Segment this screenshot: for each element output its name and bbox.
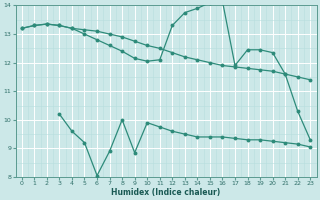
X-axis label: Humidex (Indice chaleur): Humidex (Indice chaleur) xyxy=(111,188,221,197)
